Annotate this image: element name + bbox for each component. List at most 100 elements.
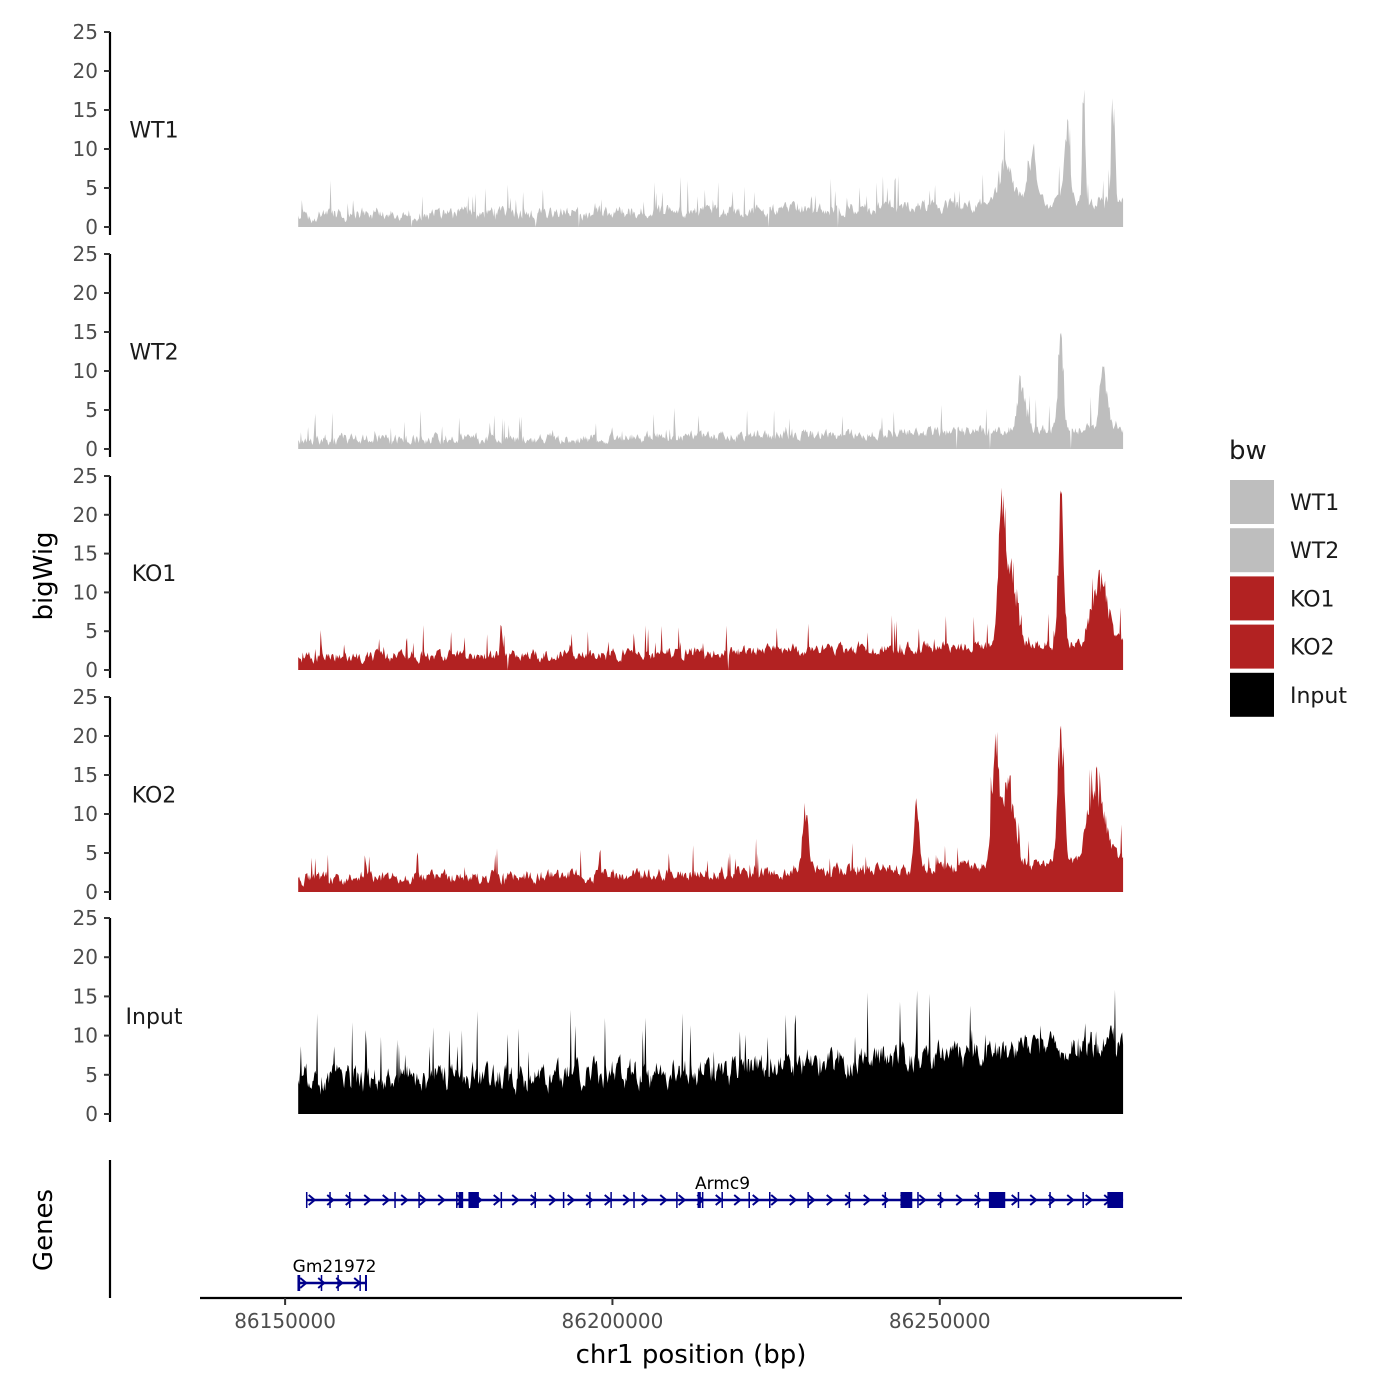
- track-wt2: 0 5 10 15 20 25 WT2: [73, 242, 1124, 461]
- strand-arrow: [863, 1194, 872, 1206]
- strand-arrow: [622, 1194, 631, 1206]
- y-tick-label: 10: [73, 580, 98, 604]
- y-tick-label: 15: [73, 763, 98, 787]
- y-tick-label: 5: [85, 398, 98, 422]
- strand-arrow: [308, 1194, 317, 1206]
- legend-swatch-input: [1230, 672, 1274, 717]
- y-tick-label: 5: [85, 841, 98, 865]
- legend-swatch-ko2: [1230, 624, 1274, 669]
- genes-track-title: Genes: [29, 1189, 59, 1271]
- exon-block: [458, 1192, 464, 1208]
- coverage-area-wt2: [298, 332, 1124, 449]
- legend-title: bw: [1229, 436, 1267, 466]
- legend-label: KO2: [1290, 636, 1335, 661]
- exon-block: [900, 1192, 913, 1208]
- track-ko1: 0 5 10 15 20 25 KO1: [73, 464, 1124, 682]
- strand-arrow: [974, 1194, 983, 1206]
- gene-label: Gm21972: [293, 1257, 377, 1277]
- strand-arrow: [326, 1194, 335, 1206]
- exon-block: [298, 1275, 301, 1291]
- strand-arrow: [299, 1277, 308, 1289]
- strand-arrow: [752, 1194, 761, 1206]
- strand-arrow: [789, 1194, 798, 1206]
- coverage-area-wt1: [298, 89, 1124, 227]
- gene-armc9: Armc9: [305, 1174, 1124, 1208]
- y-axis-title: bigWig: [29, 531, 59, 620]
- legend-label: WT2: [1290, 539, 1339, 564]
- track-input: 0 5 10 15 20 25 Input: [73, 906, 1124, 1126]
- strand-arrow: [641, 1194, 650, 1206]
- y-tick-label: 25: [73, 242, 98, 266]
- x-tick-label: 86250000: [889, 1309, 991, 1333]
- track-label: KO2: [132, 784, 177, 809]
- y-tick-label: 0: [85, 658, 98, 682]
- y-tick-label: 0: [85, 437, 98, 461]
- exon-block: [468, 1192, 479, 1208]
- y-tick-label: 0: [85, 880, 98, 904]
- track-label: WT2: [129, 341, 178, 366]
- legend-swatch-ko1: [1230, 576, 1274, 621]
- y-tick-label: 25: [73, 20, 98, 44]
- y-tick-label: 15: [73, 98, 98, 122]
- y-tick-label: 10: [73, 137, 98, 161]
- y-tick-label: 15: [73, 320, 98, 344]
- y-tick-label: 25: [73, 906, 98, 930]
- track-label: Input: [126, 1005, 183, 1030]
- y-tick-label: 20: [73, 503, 98, 527]
- coverage-area-ko2: [298, 725, 1124, 892]
- strand-arrow: [345, 1194, 354, 1206]
- exon-block: [697, 1192, 701, 1208]
- exon-block: [988, 1192, 1006, 1208]
- strand-arrow: [317, 1277, 326, 1289]
- strand-arrow: [1029, 1194, 1038, 1206]
- legend-label: WT1: [1290, 491, 1339, 516]
- strand-arrow: [585, 1194, 594, 1206]
- y-tick-label: 20: [73, 281, 98, 305]
- strand-arrow: [382, 1194, 391, 1206]
- gene-label: Armc9: [695, 1174, 750, 1194]
- strand-arrow: [826, 1194, 835, 1206]
- y-tick-label: 20: [73, 724, 98, 748]
- strand-arrow: [548, 1194, 557, 1206]
- legend-swatch-wt2: [1230, 528, 1274, 573]
- x-tick-label: 86200000: [562, 1309, 664, 1333]
- strand-arrow: [770, 1194, 779, 1206]
- strand-arrow: [881, 1194, 890, 1206]
- strand-arrow: [511, 1194, 520, 1206]
- genes-track: Genes Gm21972 Armc9: [29, 1160, 1124, 1298]
- exon-block: [1107, 1192, 1124, 1208]
- strand-arrow: [530, 1194, 539, 1206]
- coverage-area-ko1: [298, 487, 1124, 670]
- y-tick-label: 15: [73, 984, 98, 1008]
- track-wt1: 0 5 10 15 20 25 WT1: [73, 20, 1124, 239]
- y-tick-label: 25: [73, 685, 98, 709]
- y-tick-label: 5: [85, 619, 98, 643]
- legend-swatch-wt1: [1230, 480, 1274, 524]
- strand-arrow: [493, 1194, 502, 1206]
- strand-arrow: [400, 1194, 409, 1206]
- exon-block: [364, 1275, 367, 1291]
- strand-arrow: [419, 1194, 428, 1206]
- strand-arrow: [918, 1194, 927, 1206]
- y-tick-label: 15: [73, 542, 98, 566]
- gene-gm21972: Gm21972: [293, 1257, 377, 1291]
- strand-arrow: [937, 1194, 946, 1206]
- strand-arrow: [437, 1194, 446, 1206]
- strand-arrow: [1085, 1194, 1094, 1206]
- y-tick-label: 10: [73, 1024, 98, 1048]
- strand-arrow: [733, 1194, 742, 1206]
- legend-label: KO1: [1290, 587, 1335, 612]
- x-axis-title: chr1 position (bp): [576, 1340, 807, 1370]
- y-tick-label: 20: [73, 945, 98, 969]
- y-tick-label: 25: [73, 464, 98, 488]
- x-axis: 86150000 86200000 86250000 chr1 position (b…: [200, 1296, 1182, 1370]
- strand-arrow: [955, 1194, 964, 1206]
- y-tick-label: 10: [73, 802, 98, 826]
- strand-arrow: [844, 1194, 853, 1206]
- y-tick-label: 0: [85, 1102, 98, 1126]
- strand-arrow: [659, 1194, 668, 1206]
- legend-label: Input: [1290, 684, 1347, 709]
- track-label: WT1: [129, 119, 178, 144]
- strand-arrow: [678, 1194, 687, 1206]
